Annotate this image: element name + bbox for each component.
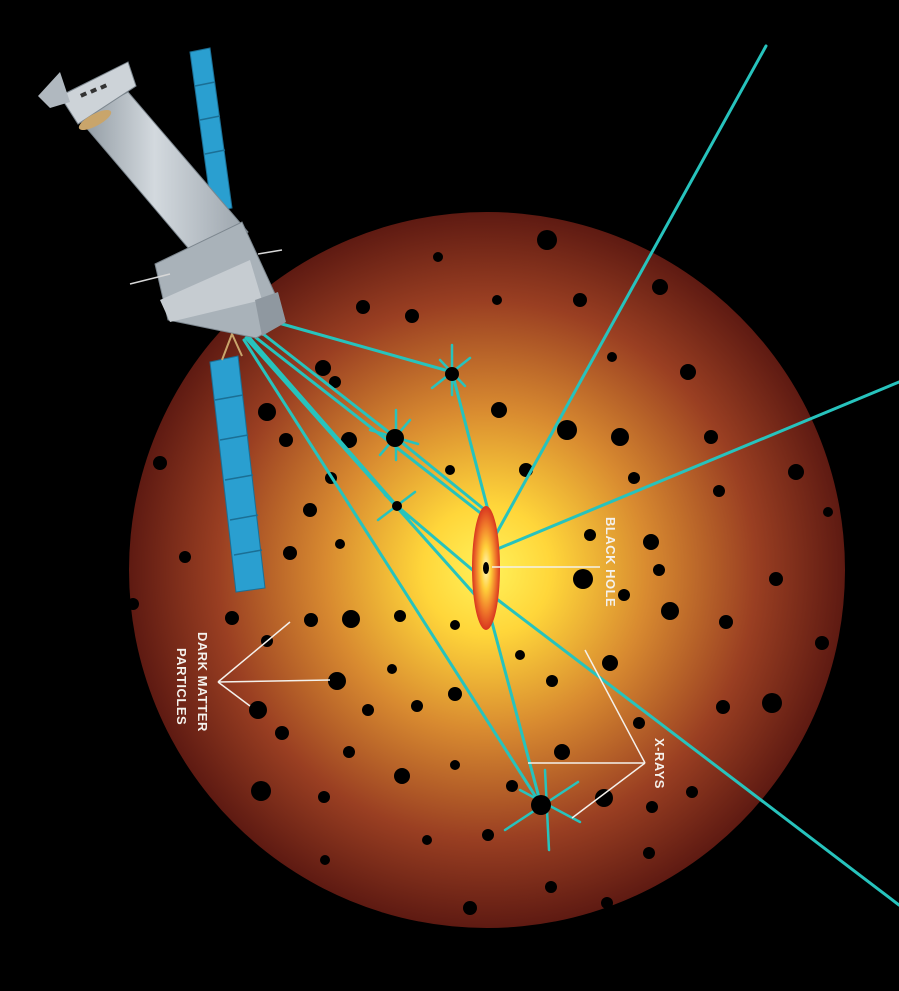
dark-matter-particle-icon	[595, 789, 613, 807]
dark-matter-particle-icon	[602, 655, 618, 671]
dark-matter-particle-icon	[601, 897, 613, 909]
dark-matter-particle-icon	[341, 432, 357, 448]
xray-beam	[450, 370, 490, 512]
dark-matter-particle-icon	[769, 572, 783, 586]
dark-matter-particle-icon	[318, 791, 330, 803]
dark-matter-particle-icon	[303, 503, 317, 517]
dark-matter-particle-icon	[607, 352, 617, 362]
dark-matter-particle-icon	[411, 700, 423, 712]
dark-matter-particle-icon	[573, 293, 587, 307]
dark-matter-particle-icon	[652, 279, 668, 295]
dark-matter-particle-icon	[127, 598, 139, 610]
dark-matter-particle-icon	[661, 602, 679, 620]
dark-matter-particle-icon	[643, 847, 655, 859]
dark-matter-particle-icon	[249, 701, 267, 719]
dark-matter-particle-icon	[329, 376, 341, 388]
xray-beam	[493, 380, 899, 552]
xray-beam	[244, 336, 486, 607]
xray-beam	[496, 598, 899, 907]
dark-matter-particle-icon	[686, 786, 698, 798]
dark-matter-particle-icon	[153, 456, 167, 470]
dark-matter-particle-icon	[405, 309, 419, 323]
dark-matter-particle-icon	[762, 693, 782, 713]
dark-matter-particle-icon	[433, 252, 443, 262]
xray-beam	[273, 320, 454, 374]
dark-matter-particle-icon	[450, 760, 460, 770]
dark-matter-particle-icon	[618, 589, 630, 601]
dark-matter-label-line1: DARK MATTER	[195, 632, 210, 732]
dark-matter-particle-icon	[546, 675, 558, 687]
dark-matter-particle-icon	[445, 465, 455, 475]
xray-beam	[488, 44, 768, 547]
dark-matter-particle-icon	[394, 768, 410, 784]
dark-matter-particle-icon	[320, 855, 330, 865]
dark-matter-particle-icon	[335, 539, 345, 549]
dark-matter-particle-icon	[823, 507, 833, 517]
dark-matter-particle-icon	[584, 529, 596, 541]
dark-matter-particle-icon	[704, 430, 718, 444]
dark-matter-particle-icon	[225, 611, 239, 625]
dark-matter-particle-icon	[328, 672, 346, 690]
dark-matter-particle-icon	[279, 433, 293, 447]
dark-matter-particle-icon	[448, 687, 462, 701]
dark-matter-particle-icon	[482, 829, 494, 841]
dark-matter-particle-icon	[283, 546, 297, 560]
dark-matter-particle-icon	[628, 472, 640, 484]
dark-matter-label-line2: PARTICLES	[174, 648, 189, 725]
dark-matter-particle-icon	[643, 534, 659, 550]
dark-matter-particle-icon	[573, 569, 593, 589]
dark-matter-particle-icon	[258, 403, 276, 421]
solar-panel-icon	[209, 331, 266, 593]
xray-beam	[242, 338, 543, 807]
dark-matter-particle-icon	[680, 364, 696, 380]
dark-matter-particles	[127, 230, 833, 915]
dark-matter-particle-icon	[554, 744, 570, 760]
dark-matter-particle-icon	[343, 746, 355, 758]
dark-matter-particle-icon	[315, 360, 331, 376]
dark-matter-particle-icon	[611, 428, 629, 446]
dark-matter-particle-icon	[815, 636, 829, 650]
dark-matter-particle-icon	[387, 664, 397, 674]
xray-beam	[393, 435, 487, 512]
dark-matter-particle-icon	[515, 650, 525, 660]
dark-matter-particle-icon	[653, 564, 665, 576]
scatter-particles	[386, 367, 551, 815]
dark-matter-particle-icon	[716, 700, 730, 714]
dark-matter-particle-icon	[251, 781, 271, 801]
telescope-icon	[38, 47, 286, 593]
dark-matter-particle-icon	[491, 402, 507, 418]
xrays-label: X-RAYS	[652, 738, 667, 789]
dark-matter-particle-icon	[394, 610, 406, 622]
black-hole-label: BLACK HOLE	[603, 517, 618, 607]
dark-matter-particle-icon	[633, 717, 645, 729]
xray-beam	[248, 331, 485, 517]
leader-lines	[217, 566, 646, 819]
xray-beam	[256, 328, 397, 439]
dark-matter-particle-icon	[179, 551, 191, 563]
dark-matter-particle-icon	[362, 704, 374, 716]
dark-matter-particle-icon	[788, 464, 804, 480]
dark-matter-particle-icon	[304, 613, 318, 627]
dark-matter-particle-icon	[275, 726, 289, 740]
dark-matter-particle-icon	[713, 485, 725, 497]
xray-beam	[484, 598, 543, 807]
dark-matter-particle-icon	[356, 300, 370, 314]
dark-matter-particle-icon	[463, 901, 477, 915]
dark-matter-particle-icon	[557, 420, 577, 440]
dark-matter-particle-icon	[492, 295, 502, 305]
dark-matter-particle-icon	[719, 615, 733, 629]
dark-matter-particle-icon	[342, 610, 360, 628]
dark-matter-particle-icon	[537, 230, 557, 250]
dark-matter-particle-icon	[506, 780, 518, 792]
dark-matter-particle-icon	[733, 864, 747, 878]
black-hole-disk-icon	[472, 506, 500, 630]
dark-matter-particle-icon	[422, 835, 432, 845]
dark-matter-particle-icon	[450, 620, 460, 630]
dark-matter-particle-icon	[545, 881, 557, 893]
dark-matter-particle-icon	[646, 801, 658, 813]
xray-beams	[242, 44, 899, 907]
